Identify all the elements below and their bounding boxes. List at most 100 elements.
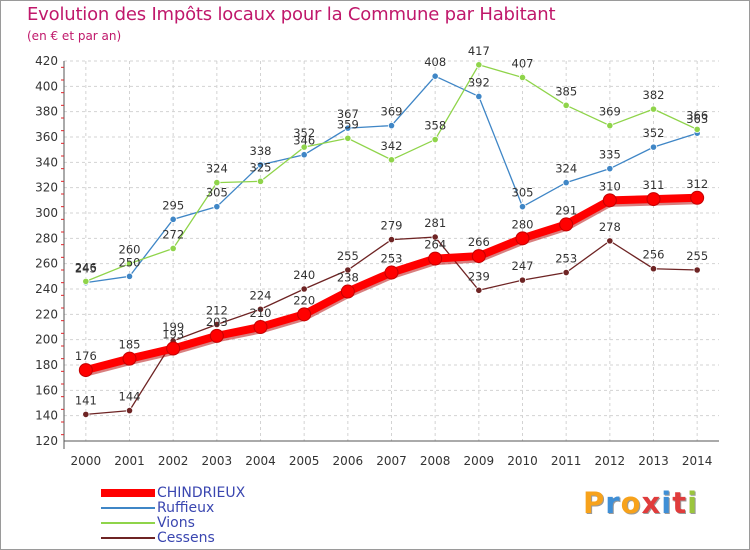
data-point-cessens <box>475 286 483 294</box>
data-label-chindrieux: 311 <box>643 178 665 192</box>
data-label-cessens: 144 <box>119 390 141 404</box>
data-point-vions <box>125 260 134 268</box>
data-point-ruffieux <box>256 161 265 169</box>
data-point-ruffieux <box>431 72 439 80</box>
data-label-chindrieux: 266 <box>468 235 490 249</box>
y-tick-label: 160 <box>35 383 58 397</box>
legend-item-cessens: Cessens <box>101 530 215 546</box>
data-label-chindrieux: 210 <box>250 306 272 320</box>
data-point-chindrieux <box>559 217 574 232</box>
data-label-cessens: 255 <box>686 249 708 263</box>
legend-item-vions: Vions <box>101 515 195 531</box>
y-tick-label: 420 <box>35 54 58 68</box>
data-point-vions <box>518 73 527 82</box>
data-label-chindrieux: 291 <box>555 203 577 217</box>
data-point-chindrieux <box>340 284 355 299</box>
brand-logo: Proxiti <box>583 486 698 520</box>
brand-letter: i <box>687 486 699 520</box>
data-point-ruffieux <box>475 92 483 101</box>
data-point-vions <box>562 101 570 109</box>
data-label-chindrieux: 185 <box>119 338 141 352</box>
data-point-chindrieux <box>122 351 137 366</box>
data-point-cessens <box>606 237 614 245</box>
data-point-chindrieux <box>646 192 661 207</box>
x-tick-label: 2003 <box>202 454 233 468</box>
data-label-vions: 359 <box>337 117 359 131</box>
data-label-ruffieux: 367 <box>337 107 359 121</box>
data-point-ruffieux <box>518 203 527 211</box>
legend-item-chindrieux: CHINDRIEUX <box>101 485 245 501</box>
data-point-cessens <box>649 265 658 273</box>
data-label-cessens: 281 <box>424 216 446 230</box>
data-point-chindrieux <box>690 190 705 205</box>
data-point-cessens <box>518 276 527 284</box>
data-point-cessens <box>125 406 134 415</box>
data-point-chindrieux <box>253 320 268 334</box>
data-label-cessens: 253 <box>555 252 577 266</box>
x-tick-label: 2001 <box>114 454 145 468</box>
x-tick-label: 2004 <box>245 454 276 468</box>
y-tick-label: 120 <box>35 434 58 448</box>
brand-letter: P <box>583 486 606 520</box>
data-label-vions: 325 <box>250 160 272 174</box>
x-tick-label: 2010 <box>507 454 538 468</box>
data-point-cessens <box>693 266 701 274</box>
data-point-cessens <box>344 266 352 274</box>
y-tick-label: 360 <box>35 130 58 144</box>
y-tick-label: 140 <box>35 409 58 423</box>
y-tick-label: 240 <box>35 282 58 296</box>
data-label-cessens: 240 <box>293 268 315 282</box>
data-label-ruffieux: 408 <box>424 55 446 69</box>
data-label-chindrieux: 238 <box>337 271 359 285</box>
data-label-cessens: 255 <box>337 249 359 263</box>
y-tick-label: 340 <box>35 155 58 169</box>
brand-letter: x <box>641 486 662 520</box>
data-label-vions: 260 <box>119 243 141 257</box>
data-label-ruffieux: 245 <box>75 262 97 276</box>
data-label-vions: 246 <box>75 260 97 274</box>
data-point-ruffieux <box>649 143 658 151</box>
data-label-ruffieux: 324 <box>555 162 577 176</box>
data-label-chindrieux: 203 <box>206 315 228 329</box>
data-point-ruffieux <box>606 165 614 173</box>
data-label-vions: 324 <box>206 162 228 176</box>
data-point-cessens <box>431 233 439 241</box>
x-tick-label: 2011 <box>551 454 582 468</box>
data-label-chindrieux: 280 <box>512 217 534 231</box>
data-point-ruffieux <box>213 203 221 211</box>
data-point-ruffieux <box>387 122 396 130</box>
data-point-chindrieux <box>384 265 399 280</box>
legend-label-cessens: Cessens <box>157 530 215 546</box>
data-label-cessens: 224 <box>250 288 272 302</box>
x-tick-label: 2006 <box>333 454 364 468</box>
data-point-ruffieux <box>169 215 177 223</box>
data-label-cessens: 278 <box>599 220 621 234</box>
data-label-cessens: 256 <box>643 248 665 262</box>
data-label-chindrieux: 176 <box>75 349 97 363</box>
data-point-vions <box>213 179 221 187</box>
legend-item-ruffieux: Ruffieux <box>101 500 214 516</box>
brand-letter: i <box>661 486 673 520</box>
data-label-ruffieux: 335 <box>599 148 621 162</box>
legend-label-chindrieux: CHINDRIEUX <box>157 485 246 501</box>
y-tick-label: 220 <box>35 307 58 321</box>
y-tick-label: 320 <box>35 181 58 195</box>
data-label-chindrieux: 310 <box>599 179 621 193</box>
data-point-cessens <box>213 320 221 329</box>
data-label-cessens: 239 <box>468 269 490 283</box>
data-point-vions <box>300 143 308 151</box>
data-point-vions <box>344 134 352 142</box>
data-label-cessens: 141 <box>75 393 97 407</box>
data-label-vions: 385 <box>555 84 577 98</box>
x-tick-label: 2008 <box>420 454 451 468</box>
data-label-chindrieux: 220 <box>293 293 315 307</box>
data-label-cessens: 199 <box>162 320 184 334</box>
data-point-cessens <box>387 236 396 244</box>
data-point-vions <box>387 156 396 164</box>
data-label-vions: 366 <box>686 108 708 122</box>
data-label-chindrieux: 312 <box>686 177 708 191</box>
y-tick-label: 400 <box>35 79 58 93</box>
data-point-vions <box>82 277 90 285</box>
